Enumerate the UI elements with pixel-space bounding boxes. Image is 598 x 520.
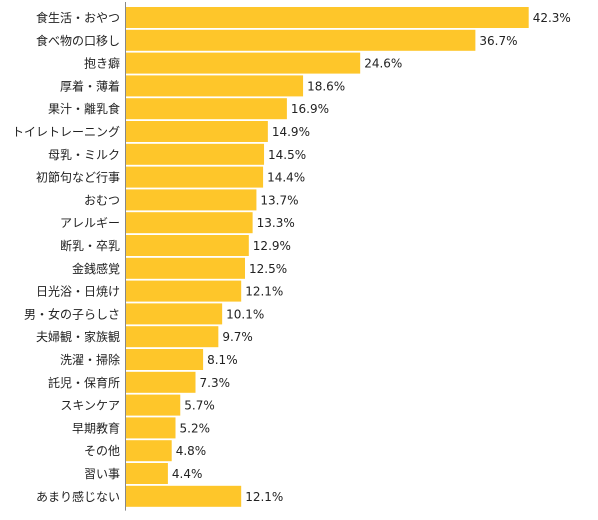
category-label-21: あまり感じない <box>36 489 120 504</box>
category-label-8: おむつ <box>84 193 120 207</box>
bar-6 <box>126 143 265 165</box>
value-label-20: 4.4% <box>172 467 203 481</box>
bar-4 <box>126 98 287 120</box>
value-label-6: 14.5% <box>268 148 306 162</box>
value-label-17: 5.7% <box>184 399 215 413</box>
value-label-5: 14.9% <box>272 125 310 139</box>
value-label-7: 14.4% <box>267 171 305 185</box>
value-label-4: 16.9% <box>291 102 329 116</box>
bar-13 <box>126 303 223 325</box>
category-label-15: 洗濯・掃除 <box>60 352 120 367</box>
bar-1 <box>126 29 476 51</box>
bar-17 <box>126 394 181 416</box>
value-label-1: 36.7% <box>479 34 517 48</box>
bar-0 <box>126 7 529 28</box>
category-label-6: 母乳・ミルク <box>48 148 120 162</box>
category-label-5: トイレトレーニング <box>12 125 120 139</box>
bar-11 <box>126 257 245 279</box>
bar-18 <box>126 417 176 439</box>
value-label-11: 12.5% <box>249 262 287 276</box>
value-label-9: 13.3% <box>257 216 295 230</box>
bar-19 <box>126 440 172 462</box>
value-label-16: 7.3% <box>200 376 231 390</box>
bar-15 <box>126 349 204 370</box>
value-label-0: 42.3% <box>533 11 571 25</box>
category-label-10: 断乳・卒乳 <box>60 238 120 253</box>
category-label-4: 果汁・離乳食 <box>48 101 120 116</box>
value-label-2: 24.6% <box>364 57 402 71</box>
bar-9 <box>126 212 253 234</box>
value-label-19: 4.8% <box>176 444 207 458</box>
value-label-12: 12.1% <box>245 285 283 299</box>
value-label-15: 8.1% <box>207 353 238 367</box>
category-label-1: 食べ物の口移し <box>36 33 120 48</box>
value-label-21: 12.1% <box>245 490 283 504</box>
bar-7 <box>126 166 264 188</box>
value-label-8: 13.7% <box>260 193 298 207</box>
bar-16 <box>126 371 196 393</box>
category-label-14: 夫婦観・家族観 <box>36 329 120 344</box>
category-label-11: 金銭感覚 <box>72 261 120 276</box>
category-label-13: 男・女の子らしさ <box>24 306 120 321</box>
bar-10 <box>126 235 249 256</box>
category-label-16: 託児・保育所 <box>48 375 120 390</box>
category-label-3: 厚着・薄着 <box>60 78 120 93</box>
value-label-13: 10.1% <box>226 307 264 321</box>
category-label-2: 抱き癖 <box>84 56 120 71</box>
bar-5 <box>126 121 268 142</box>
value-label-3: 18.6% <box>307 79 345 93</box>
bar-20 <box>126 463 168 484</box>
category-label-19: その他 <box>84 444 120 458</box>
bar-12 <box>126 280 242 302</box>
value-label-18: 5.2% <box>180 421 211 435</box>
bar-2 <box>126 52 361 74</box>
category-label-17: スキンケア <box>60 399 120 413</box>
category-label-0: 食生活・おやつ <box>36 10 120 25</box>
category-label-18: 早期教育 <box>72 420 120 435</box>
category-label-9: アレルギー <box>60 216 120 230</box>
category-label-20: 習い事 <box>84 467 120 481</box>
bar-21 <box>126 485 242 507</box>
bar-3 <box>126 75 304 97</box>
bar-14 <box>126 326 219 348</box>
bar-8 <box>126 189 257 211</box>
category-label-12: 日光浴・日焼け <box>36 285 120 299</box>
value-label-10: 12.9% <box>253 239 291 253</box>
value-label-14: 9.7% <box>222 330 253 344</box>
category-label-7: 初節句など行事 <box>36 170 120 185</box>
